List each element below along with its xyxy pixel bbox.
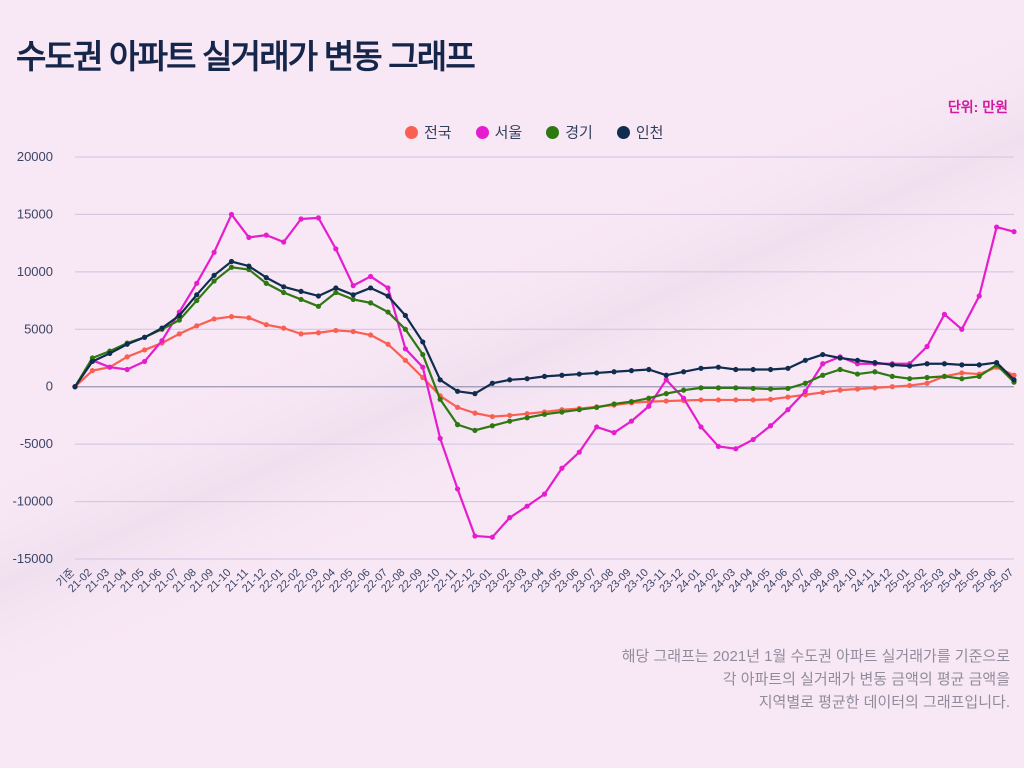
svg-text:-10000: -10000	[13, 494, 53, 509]
svg-text:-15000: -15000	[13, 551, 53, 566]
svg-text:-5000: -5000	[20, 436, 53, 451]
svg-text:0: 0	[46, 379, 53, 394]
svg-text:5000: 5000	[24, 321, 53, 336]
svg-text:20000: 20000	[17, 150, 53, 164]
svg-text:15000: 15000	[17, 206, 53, 221]
svg-text:10000: 10000	[17, 264, 53, 279]
